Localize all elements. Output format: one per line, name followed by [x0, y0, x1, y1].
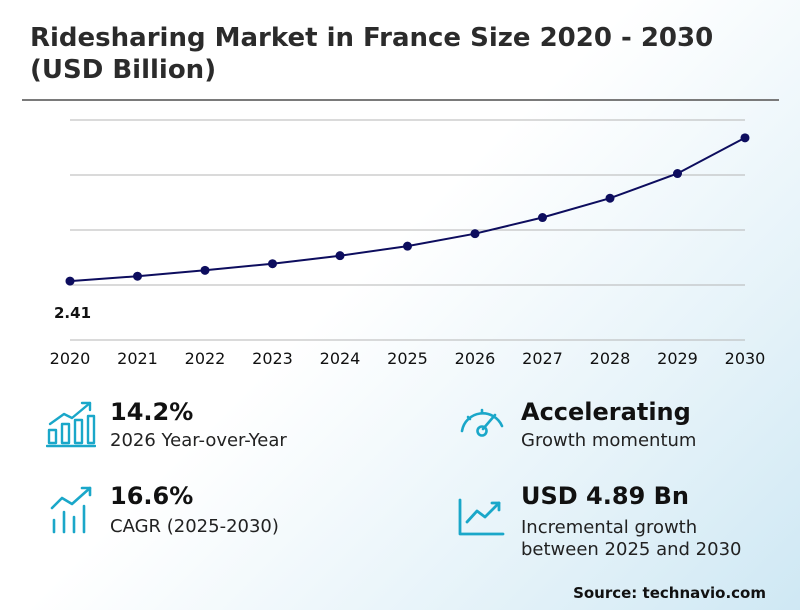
- stat-cagr: 16.6% CAGR (2025-2030): [46, 482, 346, 542]
- stat-incremental-value: USD 4.89 Bn: [521, 482, 689, 510]
- series-line: [69, 136, 746, 283]
- stat-yoy-value: 14.2%: [110, 398, 194, 426]
- data-point-2026: [470, 229, 480, 239]
- title-divider: [22, 99, 779, 101]
- stat-cagr-label: CAGR (2025-2030): [110, 516, 279, 537]
- x-tick-label: 2022: [185, 349, 226, 368]
- data-point-2027: [538, 213, 547, 223]
- data-points: [65, 133, 750, 286]
- stat-yoy-label: 2026 Year-over-Year: [110, 430, 287, 451]
- data-point-2022: [200, 265, 210, 275]
- grid-lines: [70, 119, 745, 341]
- line-chart: 2020 2021 2022 2023 2024 2025 2026 2027 2028 2029…: [50, 119, 766, 368]
- trend-bars-icon: [50, 486, 92, 534]
- bar-chart-up-icon: [46, 401, 96, 448]
- data-point-2021: [133, 271, 142, 281]
- data-point-2024: [335, 251, 345, 261]
- data-label-2020: 2.41: [54, 304, 91, 322]
- chart-title: Ridesharing Market in France Size 2020 -…: [30, 23, 714, 85]
- x-tick-label: 2026: [455, 349, 496, 368]
- stat-cagr-value: 16.6%: [110, 482, 194, 510]
- data-point-2020: [65, 276, 75, 286]
- x-tick-label: 2024: [320, 349, 361, 368]
- data-point-2030: [740, 133, 750, 143]
- stat-incremental-label-line1: Incremental growth: [521, 517, 698, 538]
- stat-momentum-label: Growth momentum: [521, 430, 697, 451]
- stat-momentum-value: Accelerating: [521, 398, 691, 426]
- stat-yoy: 14.2% 2026 Year-over-Year: [46, 398, 346, 458]
- source-credit: Source: technavio.com: [573, 584, 766, 602]
- x-tick-label: 2027: [522, 349, 563, 368]
- data-point-2023: [268, 259, 277, 269]
- stat-incremental-label-line2: between 2025 and 2030: [521, 539, 742, 560]
- stat-momentum: Accelerating Growth momentum: [457, 398, 757, 458]
- data-point-2028: [605, 193, 615, 203]
- stat-incremental: USD 4.89 Bn Incremental growth between 2…: [457, 482, 777, 562]
- x-tick-label: 2025: [387, 349, 428, 368]
- data-point-2025: [403, 241, 412, 251]
- x-tick-label: 2023: [252, 349, 293, 368]
- line-chart-icon: [458, 498, 505, 536]
- x-tick-label: 2021: [117, 349, 158, 368]
- data-point-2029: [673, 169, 682, 179]
- x-axis-ticks: 2020 2021 2022 2023 2024 2025 2026 2027 2028 2029…: [50, 349, 766, 368]
- speedometer-icon: [460, 408, 504, 437]
- x-tick-label: 2028: [590, 349, 631, 368]
- x-tick-label: 2020: [50, 349, 91, 368]
- x-tick-label: 2030: [725, 349, 766, 368]
- x-tick-label: 2029: [657, 349, 698, 368]
